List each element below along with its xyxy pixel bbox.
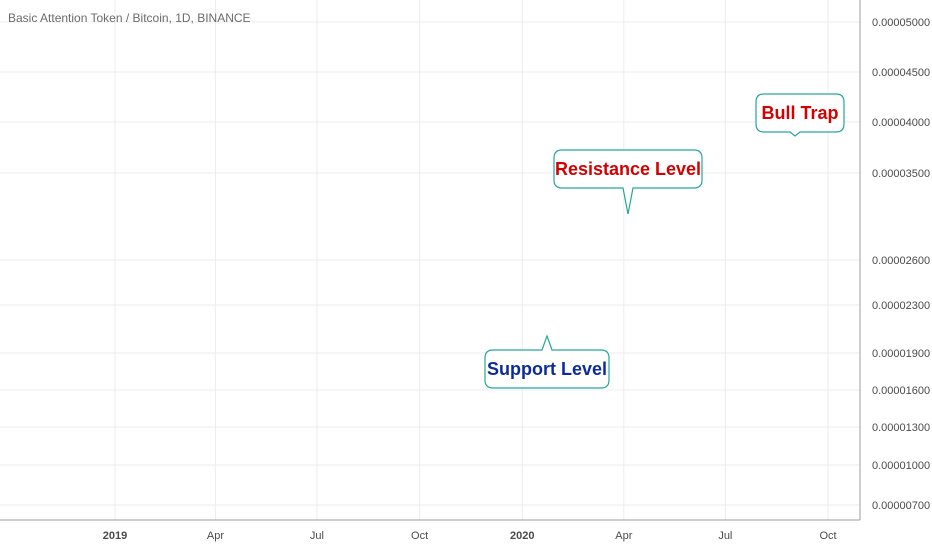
support-callout[interactable]: Support Level: [484, 334, 610, 389]
price-tick-label: 0.00001900: [872, 348, 930, 360]
price-tick-label: 0.00004000: [872, 117, 930, 129]
price-tick-label: 0.00004500: [872, 67, 930, 79]
support-callout-bubble: [484, 334, 610, 389]
bull-trap-callout-text: Bull Trap: [761, 103, 838, 123]
price-tick-label: 0.00003500: [872, 168, 930, 180]
resistance-callout-bubble: [553, 149, 703, 215]
price-tick-label: 0.00005000: [872, 17, 930, 29]
price-tick-label: 0.00002300: [872, 300, 930, 312]
grid: [0, 0, 860, 520]
price-tick-label: 0.00002600: [872, 255, 930, 267]
time-tick-label: Apr: [207, 530, 224, 542]
time-tick-label: Jul: [718, 530, 732, 542]
price-tick-label: 0.00000700: [872, 500, 930, 512]
axes: 0.00005000 0.00004500 0.00004000 0.00003500…: [0, 0, 930, 542]
time-tick-label: Apr: [615, 530, 632, 542]
bull-trap-callout-bubble: [755, 93, 845, 137]
time-tick-label: Oct: [819, 530, 836, 542]
price-tick-label: 0.00001000: [872, 460, 930, 472]
resistance-callout[interactable]: Resistance Level: [553, 149, 703, 215]
time-tick-label: Oct: [411, 530, 428, 542]
price-tick-label: 0.00001300: [872, 422, 930, 434]
time-tick-label: 2020: [510, 530, 534, 542]
symbol-title: Basic Attention Token / Bitcoin, 1D, BIN…: [8, 11, 251, 25]
time-tick-label: Jul: [310, 530, 324, 542]
resistance-callout-text: Resistance Level: [555, 159, 701, 179]
support-callout-text: Support Level: [487, 359, 607, 379]
callouts: Resistance Level Support Level Bull Trap: [484, 93, 845, 389]
price-tick-label: 0.00001600: [872, 385, 930, 397]
bull-trap-callout[interactable]: Bull Trap: [755, 93, 845, 137]
time-tick-label: 2019: [103, 530, 127, 542]
